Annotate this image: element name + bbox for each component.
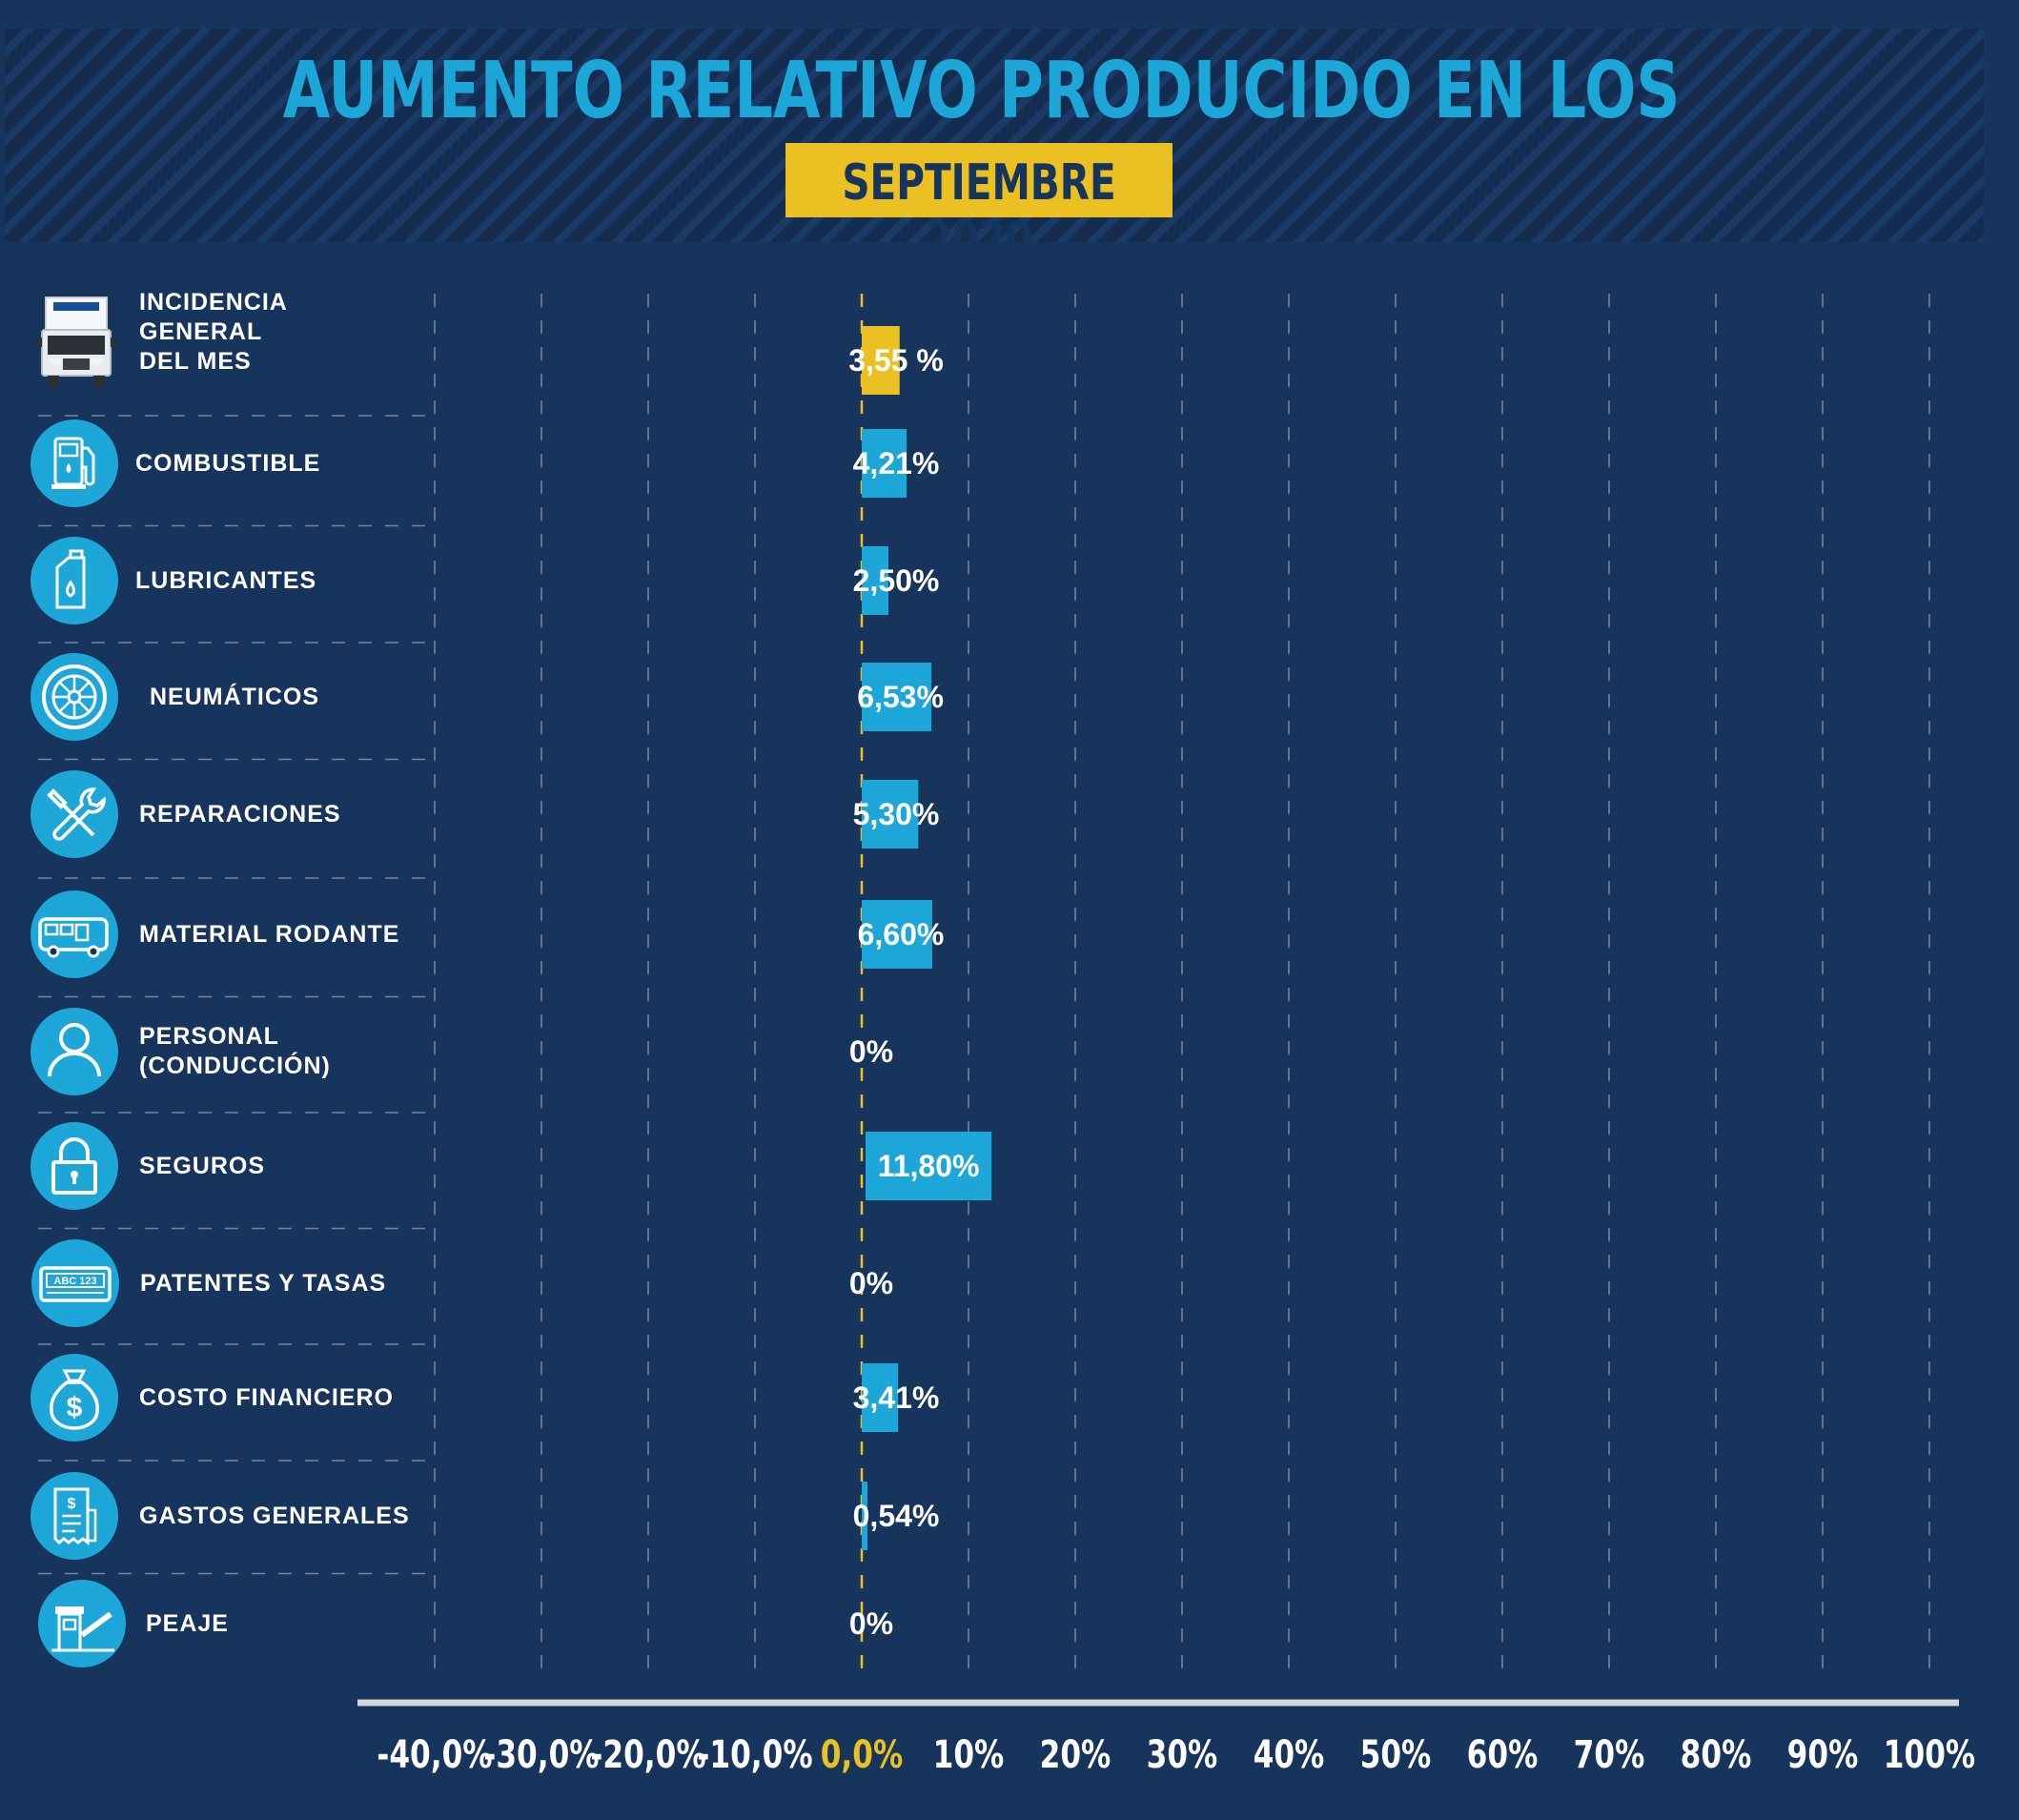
category-label: INCIDENCIA GENERAL DEL MES xyxy=(139,288,288,377)
wrench-icon xyxy=(31,770,118,858)
x-tick-label: 0,0% xyxy=(821,1733,904,1777)
x-tick-label: 30% xyxy=(1147,1733,1218,1777)
category-label-line: GASTOS GENERALES xyxy=(139,1502,410,1529)
category-label: MATERIAL RODANTE xyxy=(139,920,399,950)
category-label-line: PATENTES Y TASAS xyxy=(140,1269,387,1297)
bar xyxy=(862,780,919,849)
lock-icon xyxy=(31,1122,118,1210)
category-label: PEAJE xyxy=(146,1609,229,1639)
bar-value-label: 5,30% xyxy=(853,797,940,831)
bar xyxy=(862,326,900,395)
category-label: NEUMÁTICOS xyxy=(150,683,319,712)
bar xyxy=(862,1482,868,1550)
category-label: COMBUSTIBLE xyxy=(135,449,320,479)
license-plate-icon: ABC 123 xyxy=(31,1239,119,1327)
x-tick-label: -20,0% xyxy=(590,1733,705,1777)
category-label: REPARACIONES xyxy=(139,800,341,829)
category-label-line: DEL MES xyxy=(139,347,252,375)
bar-value-label: 0,54% xyxy=(853,1499,940,1533)
bar xyxy=(866,1132,992,1200)
category-label-line: SEGUROS xyxy=(139,1152,266,1179)
bar-value-label: 3,41% xyxy=(853,1380,940,1415)
bus-icon xyxy=(31,890,118,978)
category-label-line: MATERIAL RODANTE xyxy=(139,920,400,948)
x-tick-label: 70% xyxy=(1574,1733,1645,1777)
category-label: GASTOS GENERALES xyxy=(139,1502,410,1531)
category-label-line: INCIDENCIA xyxy=(139,288,288,316)
category-label: SEGUROS xyxy=(139,1152,265,1181)
category-label: LUBRICANTES xyxy=(135,566,316,596)
category-label-line: COSTO FINANCIERO xyxy=(139,1383,394,1411)
x-tick-label: -30,0% xyxy=(483,1733,599,1777)
x-tick-label: -40,0% xyxy=(377,1733,492,1777)
tire-icon xyxy=(31,653,118,741)
bar-value-label: 4,21% xyxy=(853,446,940,481)
bar-value-label: 0% xyxy=(849,1034,893,1069)
page-title: AUMENTO RELATIVO PRODUCIDO EN LOS PRECIO… xyxy=(282,46,1681,227)
x-tick-label: 20% xyxy=(1040,1733,1111,1777)
x-tick-label: -10,0% xyxy=(697,1733,812,1777)
toll-booth-icon xyxy=(38,1580,126,1667)
category-label: COSTO FINANCIERO xyxy=(139,1383,394,1413)
bar xyxy=(862,663,932,731)
person-icon xyxy=(31,1008,118,1095)
money-bag-icon: $ xyxy=(31,1354,118,1442)
category-label-line: LUBRICANTES xyxy=(135,566,317,594)
bar-value-label: 0% xyxy=(849,1606,893,1641)
category-label: PATENTES Y TASAS xyxy=(140,1269,386,1299)
category-label-line: NEUMÁTICOS xyxy=(150,683,320,710)
plate-text: ABC 123 xyxy=(53,1276,96,1287)
subtitle-badge: SEPTIEMBRE 2020 xyxy=(785,143,1173,269)
bar xyxy=(862,1363,899,1432)
bar-value-label: 6,60% xyxy=(858,917,945,951)
category-label: PERSONAL (CONDUCCIÓN) xyxy=(139,1022,331,1081)
oil-can-icon xyxy=(31,537,118,624)
x-tick-label: 100% xyxy=(1884,1733,1975,1777)
category-label-line: PERSONAL xyxy=(139,1023,279,1050)
x-tick-label: 40% xyxy=(1254,1733,1325,1777)
fuel-pump-icon xyxy=(31,419,118,507)
bar-value-label: 11,80% xyxy=(878,1149,980,1183)
svg-text:$: $ xyxy=(68,1496,76,1512)
receipt-icon: $ xyxy=(31,1472,118,1560)
truck-icon xyxy=(36,297,116,387)
svg-text:$: $ xyxy=(67,1392,83,1423)
bar xyxy=(862,546,888,615)
bar xyxy=(862,429,908,498)
bar-value-label: 2,50% xyxy=(853,563,940,598)
subtitle-text: SEPTIEMBRE 2020 xyxy=(842,154,1116,269)
x-tick-label: 80% xyxy=(1681,1733,1752,1777)
x-tick-label: 10% xyxy=(933,1733,1005,1777)
x-tick-label: 60% xyxy=(1467,1733,1539,1777)
category-label-line: COMBUSTIBLE xyxy=(135,449,321,477)
bar-value-label: 3,55 % xyxy=(848,343,944,378)
category-label-line: PEAJE xyxy=(146,1609,229,1637)
bar-value-label: 0% xyxy=(849,1266,893,1300)
category-label-line: GENERAL xyxy=(139,317,263,345)
bar xyxy=(862,900,932,969)
x-tick-label: 90% xyxy=(1787,1733,1859,1777)
category-label-line: REPARACIONES xyxy=(139,800,341,828)
category-label-line: (CONDUCCIÓN) xyxy=(139,1053,331,1079)
bar-value-label: 6,53% xyxy=(857,680,944,714)
x-tick-label: 50% xyxy=(1360,1733,1432,1777)
